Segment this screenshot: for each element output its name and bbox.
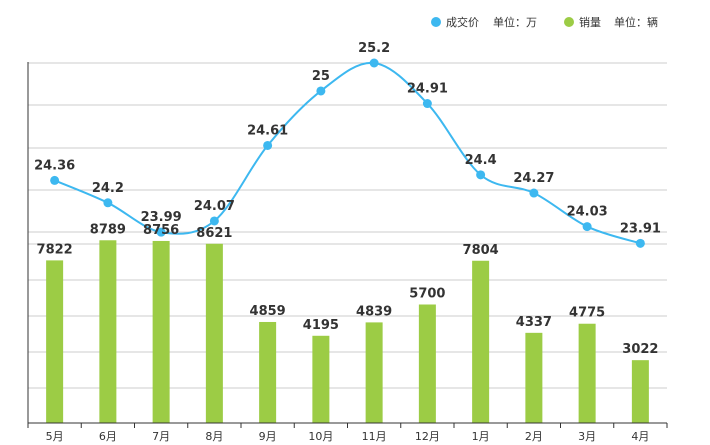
line-point [422, 99, 432, 109]
legend-bar-unit: 单位：辆 [614, 15, 658, 29]
bar [525, 332, 543, 423]
line-point [529, 188, 539, 198]
legend-bar-marker [564, 17, 574, 27]
x-tick-label: 10月 [308, 430, 333, 443]
bar [205, 243, 223, 423]
bar [472, 260, 490, 423]
line-data-label: 24.27 [513, 171, 554, 186]
legend-line-marker [431, 17, 441, 27]
legend: 成交价 单位：万 销量 单位：辆 [431, 15, 658, 29]
line-data-label: 24.36 [34, 158, 75, 173]
bar-data-label: 7822 [37, 242, 73, 257]
line-point [582, 222, 592, 232]
bar-data-label: 4839 [356, 304, 392, 319]
legend-line-unit: 单位：万 [493, 15, 537, 29]
bar-data-label: 7804 [463, 243, 499, 258]
line-point [635, 238, 645, 248]
line-data-label: 24.61 [247, 123, 288, 138]
bar [259, 321, 277, 423]
x-tick-label: 6月 [99, 430, 117, 443]
line-data-label: 25.2 [358, 41, 390, 56]
x-tick-label: 5月 [46, 430, 64, 443]
line-data-label: 24.03 [567, 205, 608, 220]
bar [631, 360, 649, 423]
bar [312, 335, 330, 423]
x-tick-label: 8月 [205, 430, 223, 443]
line-point [103, 198, 113, 208]
line-data-label: 23.99 [141, 210, 182, 225]
x-tick-label: 2月 [525, 430, 543, 443]
bar-data-label: 8756 [143, 223, 179, 238]
bar-data-label: 8621 [196, 226, 232, 241]
bar-data-label: 8789 [90, 222, 126, 237]
line-point [476, 170, 486, 180]
line-point [369, 58, 379, 68]
x-tick-label: 11月 [362, 430, 387, 443]
line-data-label: 24.2 [92, 181, 124, 196]
bar-data-label: 3022 [622, 342, 658, 357]
line-point [156, 227, 166, 237]
line-point [50, 175, 60, 185]
bar [365, 322, 383, 423]
legend-bar-name: 销量 [579, 15, 601, 29]
x-tick-label: 9月 [259, 430, 277, 443]
bar-data-label: 4775 [569, 306, 605, 321]
x-tick-label: 7月 [152, 430, 170, 443]
bar [418, 304, 436, 423]
line-point [263, 140, 273, 150]
line-data-label: 25 [312, 69, 330, 84]
bar-data-label: 4195 [303, 318, 339, 333]
line-point [209, 216, 219, 226]
bar [46, 260, 64, 423]
x-tick-label: 12月 [415, 430, 440, 443]
line-point [316, 86, 326, 96]
line-data-label: 24.4 [465, 153, 497, 168]
legend-line-name: 成交价 [446, 15, 479, 29]
x-tick-label: 3月 [578, 430, 596, 443]
line-data-label: 24.91 [407, 82, 448, 97]
bar-data-label: 4859 [250, 304, 286, 319]
bar [99, 240, 117, 423]
bar-data-label: 5700 [409, 286, 445, 301]
bar-data-label: 4337 [516, 315, 552, 330]
x-tick-label: 1月 [472, 430, 490, 443]
line-data-label: 24.07 [194, 199, 235, 214]
bar [578, 323, 596, 423]
bar [152, 240, 170, 423]
line-data-label: 23.91 [620, 221, 661, 236]
x-tick-label: 4月 [631, 430, 649, 443]
